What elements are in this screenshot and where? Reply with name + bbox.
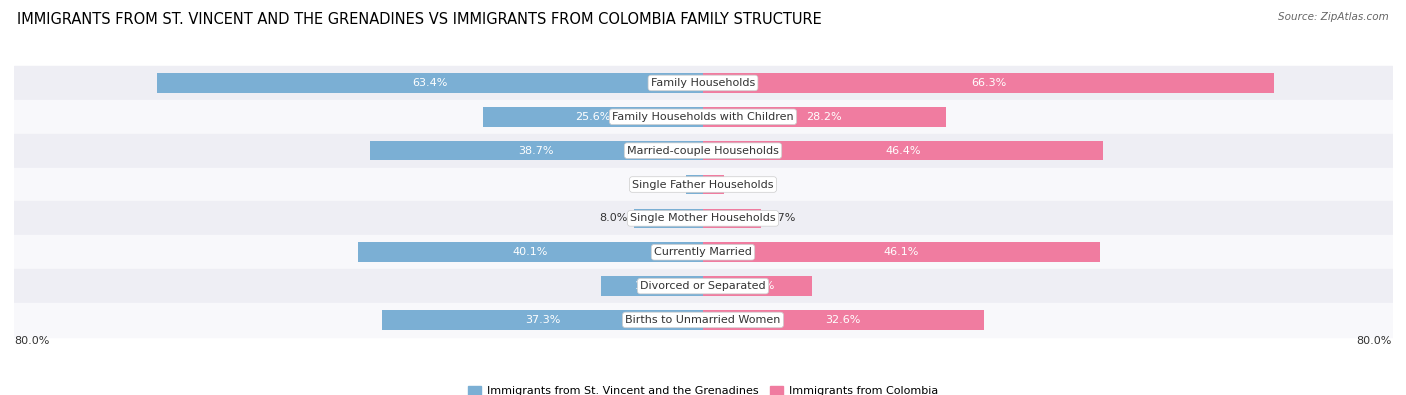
Bar [703, 107, 946, 127]
Bar [357, 243, 703, 262]
Text: Married-couple Households: Married-couple Households [627, 146, 779, 156]
Bar [703, 175, 724, 194]
Text: 6.7%: 6.7% [768, 213, 796, 224]
Text: 63.4%: 63.4% [412, 78, 447, 88]
Text: 40.1%: 40.1% [513, 247, 548, 257]
Text: Currently Married: Currently Married [654, 247, 752, 257]
Text: 25.6%: 25.6% [575, 112, 610, 122]
Bar [602, 276, 703, 296]
Bar [703, 310, 984, 330]
Bar [703, 276, 811, 296]
Bar [686, 175, 703, 194]
Text: 46.1%: 46.1% [884, 247, 920, 257]
Text: 80.0%: 80.0% [1357, 336, 1392, 346]
Text: Single Father Households: Single Father Households [633, 179, 773, 190]
Text: 2.0%: 2.0% [651, 179, 679, 190]
Legend: Immigrants from St. Vincent and the Grenadines, Immigrants from Colombia: Immigrants from St. Vincent and the Gren… [464, 381, 942, 395]
Text: Divorced or Separated: Divorced or Separated [640, 281, 766, 291]
Text: 37.3%: 37.3% [524, 315, 560, 325]
Bar [703, 73, 1274, 93]
Bar [703, 209, 761, 228]
Bar [382, 310, 703, 330]
Text: Family Households: Family Households [651, 78, 755, 88]
Text: 46.4%: 46.4% [884, 146, 921, 156]
Text: 11.8%: 11.8% [634, 281, 669, 291]
Text: 32.6%: 32.6% [825, 315, 860, 325]
Text: 8.0%: 8.0% [599, 213, 627, 224]
Text: 80.0%: 80.0% [14, 336, 49, 346]
Text: Single Mother Households: Single Mother Households [630, 213, 776, 224]
Bar [703, 243, 1099, 262]
Bar [157, 73, 703, 93]
Text: IMMIGRANTS FROM ST. VINCENT AND THE GRENADINES VS IMMIGRANTS FROM COLOMBIA FAMIL: IMMIGRANTS FROM ST. VINCENT AND THE GREN… [17, 12, 821, 27]
Text: 12.6%: 12.6% [740, 281, 775, 291]
Text: 28.2%: 28.2% [807, 112, 842, 122]
Text: 38.7%: 38.7% [519, 146, 554, 156]
Bar [482, 107, 703, 127]
Text: 2.4%: 2.4% [731, 179, 759, 190]
Bar [703, 141, 1102, 160]
Text: Births to Unmarried Women: Births to Unmarried Women [626, 315, 780, 325]
Text: 66.3%: 66.3% [972, 78, 1007, 88]
Text: Family Households with Children: Family Households with Children [612, 112, 794, 122]
Bar [634, 209, 703, 228]
Bar [370, 141, 703, 160]
Text: Source: ZipAtlas.com: Source: ZipAtlas.com [1278, 12, 1389, 22]
